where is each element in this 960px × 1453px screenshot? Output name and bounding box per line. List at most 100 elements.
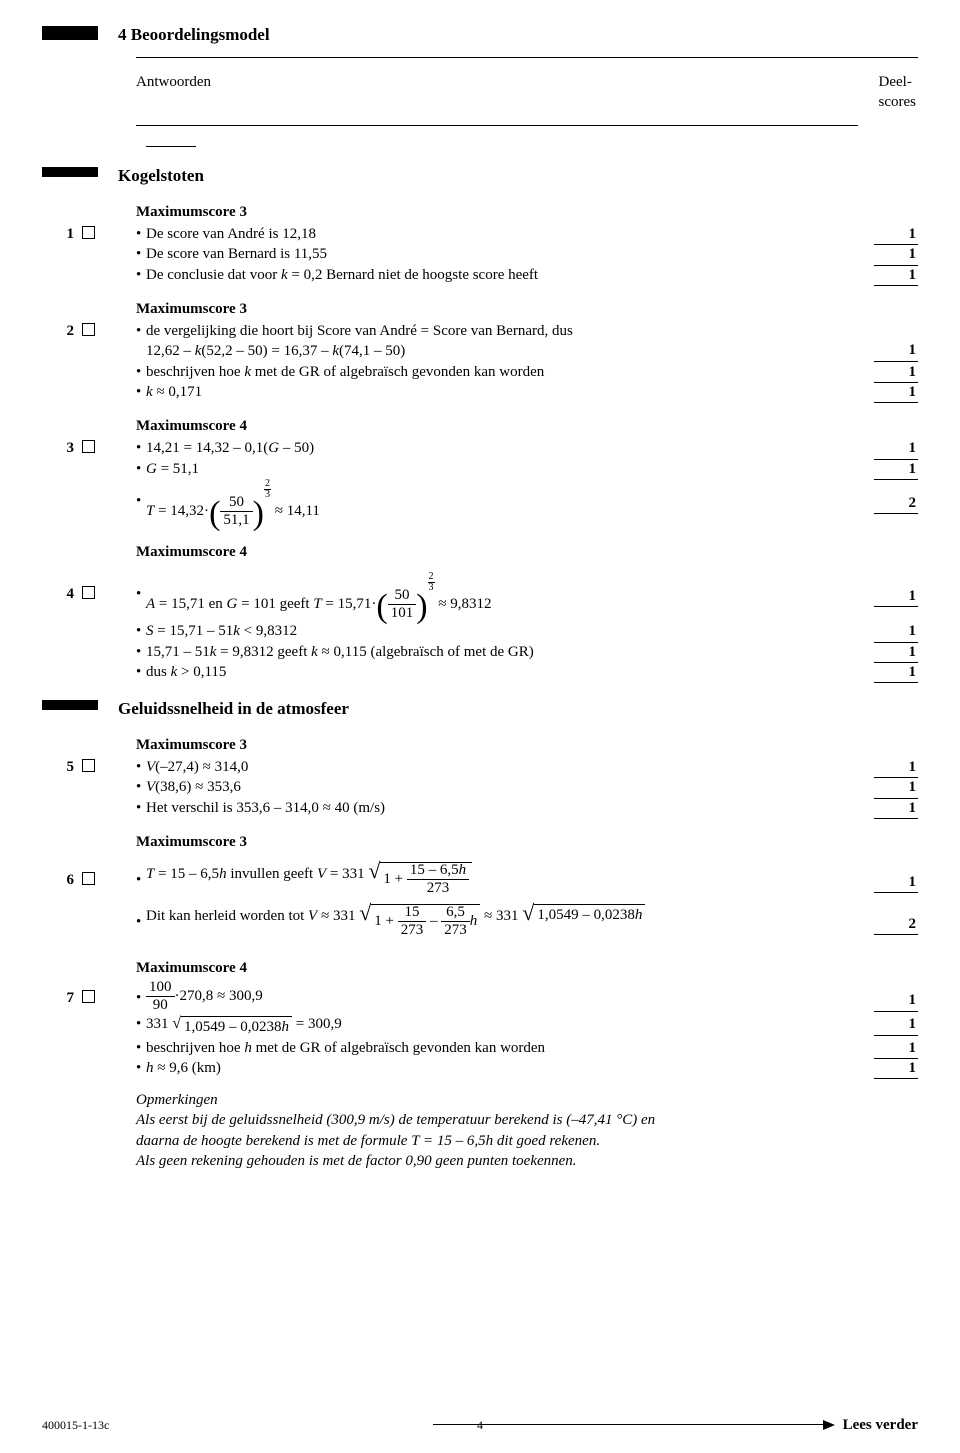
q1-p3: 1 <box>874 265 918 286</box>
q5-b2-v: V <box>146 779 155 795</box>
header-row: 4 Beoordelingsmodel <box>42 24 918 47</box>
q7-b2-text: 331 √1,0549 – 0,0238h = 300,9 <box>146 1014 918 1037</box>
opm-l2: daarna de hoogte berekend is met de form… <box>136 1131 918 1151</box>
footer-id: 400015-1-13c <box>42 1417 109 1433</box>
q7-b3-text: beschrijven hoe h met de GR of algebraïs… <box>146 1038 918 1058</box>
q7-opmerkingen: Opmerkingen Als eerst bij de geluidssnel… <box>136 1090 918 1171</box>
q6-b2: • Dit kan herleid worden tot V ≈ 331 √1 … <box>136 902 918 944</box>
q3-b3: • T = 14,32·(5051,1)23 ≈ 14,11 2 <box>136 479 918 528</box>
q4-b1-text: A = 15,71 en G = 101 geeft T = 15,71·(50… <box>146 572 918 621</box>
q4-b1-aa: = 15,71 en <box>155 596 226 612</box>
bullet-icon: • <box>136 438 146 458</box>
q7-b4-text: h ≈ 9,6 (km) <box>146 1058 918 1078</box>
q6-b2-r1m: – <box>426 913 441 929</box>
bullet-icon: • <box>136 1058 146 1078</box>
q2-b2-k: k <box>244 364 251 380</box>
q5-b1: • V(–27,4) ≈ 314,0 1 <box>136 757 918 777</box>
q6-b2-f1n: 15 <box>398 905 427 922</box>
q4-b1-T: T <box>313 596 321 612</box>
q3-b3-exp: 23 <box>264 479 271 500</box>
bullet-icon: • <box>136 642 146 662</box>
rule-under-right <box>146 146 196 147</box>
q2-b3-b: ≈ 0,171 <box>153 384 202 400</box>
bullet-icon: • <box>136 757 146 777</box>
q1-block: Maximumscore 3 1 • De score van André is… <box>136 202 918 285</box>
q5-item: 5 • V(–27,4) ≈ 314,0 1 • V(38,6) ≈ 353,6… <box>136 757 918 818</box>
q2-b2-text: beschrijven hoe k met de GR of algebraïs… <box>146 362 918 382</box>
col-deel: Deel- <box>879 74 912 90</box>
q7-b2-rad: 1,0549 – 0,0238 <box>184 1019 282 1035</box>
q4-b2-k: k <box>233 623 240 639</box>
bullet-icon: • <box>136 321 146 341</box>
section-marker <box>42 167 98 177</box>
q1-number: 1 <box>52 224 74 244</box>
q2-p1: 1 <box>874 340 918 361</box>
q6-b1-b: invullen geeft <box>227 866 317 882</box>
q7-b2-b: = 300,9 <box>296 1016 342 1032</box>
q7-b1: • 10090·270,8 ≈ 300,9 1 <box>136 980 918 1014</box>
col-antwoorden: Antwoorden <box>136 72 211 113</box>
q6-b2-r2: 1,0549 – 0,0238 <box>537 907 635 923</box>
q7-max: Maximumscore 4 <box>136 958 918 978</box>
q5-b3: • Het verschil is 353,6 – 314,0 ≈ 40 (m/… <box>136 798 918 818</box>
q6-b2-f2d: 273 <box>441 922 470 938</box>
q6-checkbox <box>82 872 95 885</box>
q5-b1-a: (–27,4) ≈ 314,0 <box>155 759 248 775</box>
q3-b3-eq: = 14,32· <box>154 503 209 519</box>
q7-b2-a: 331 <box>146 1016 169 1032</box>
q6-b1-c: = 331 <box>326 866 364 882</box>
q4-block: Maximumscore 4 4 • A = 15,71 en G = 101 … <box>136 542 918 682</box>
q1-b3-c: = 0,2 Bernard niet de hoogste score heef… <box>288 267 538 283</box>
q5-b2-a: (38,6) ≈ 353,6 <box>155 779 241 795</box>
q1-b2: • De score van Bernard is 11,55 1 <box>136 244 918 264</box>
bullet-icon: • <box>136 870 146 890</box>
q1-checkbox <box>82 226 95 239</box>
bullet-icon: • <box>136 621 146 641</box>
q1-b3-k: k <box>281 267 288 283</box>
bullet-icon: • <box>136 1014 146 1034</box>
q4-b3-a: 15,71 – 51 <box>146 644 210 660</box>
q6-b2-sqrt2: √1,0549 – 0,0238h <box>522 902 645 925</box>
q6-max: Maximumscore 3 <box>136 832 918 852</box>
bullet-icon: • <box>136 798 146 818</box>
q3-p1: 1 <box>874 438 918 459</box>
q5-number: 5 <box>52 757 74 777</box>
q4-b3-text: 15,71 – 51k = 9,8312 geeft k ≈ 0,115 (al… <box>146 642 918 662</box>
q7-b2-sqrt: √1,0549 – 0,0238h <box>172 1016 292 1037</box>
bullet-icon: • <box>136 244 146 264</box>
q4-b4: • dus k > 0,115 1 <box>136 662 918 682</box>
q6-b1-a: = 15 – 6,5 <box>154 866 219 882</box>
q4-b2-text: S = 15,71 – 51k < 9,8312 <box>146 621 918 641</box>
q4-b2-a: = 15,71 – 51 <box>154 623 234 639</box>
q5-p3: 1 <box>874 798 918 819</box>
q1-max: Maximumscore 3 <box>136 202 918 222</box>
q5-b2-text: V(38,6) ≈ 353,6 <box>146 777 918 797</box>
q7-b2: • 331 √1,0549 – 0,0238h = 300,9 1 <box>136 1014 918 1037</box>
q7-b4-h: h <box>146 1060 154 1076</box>
section-title: Kogelstoten <box>118 165 204 188</box>
q7-p4: 1 <box>874 1058 918 1079</box>
q7-p3: 1 <box>874 1038 918 1059</box>
q4-b1-fd: 101 <box>388 605 417 621</box>
q3-p2: 1 <box>874 459 918 480</box>
q7-b3-b: met de GR of algebraïsch gevonden kan wo… <box>252 1040 545 1056</box>
q7-b3-a: beschrijven hoe <box>146 1040 244 1056</box>
q3-checkbox <box>82 440 95 453</box>
q6-b2-f1d: 273 <box>398 922 427 938</box>
q4-b4-a: dus <box>146 664 171 680</box>
q6-b2-v: V <box>308 908 317 924</box>
q4-b1: • A = 15,71 en G = 101 geeft T = 15,71·(… <box>136 572 918 621</box>
q4-checkbox <box>82 586 95 599</box>
q3-b1-a: 14,21 = 14,32 – 0,1( <box>146 440 268 456</box>
q4-b2: • S = 15,71 – 51k < 9,8312 1 <box>136 621 918 641</box>
q3-b2-g: G <box>146 461 157 477</box>
q6-b1-rfd: 273 <box>407 880 469 896</box>
q7-b1-frac: 10090 <box>146 980 175 1013</box>
bullet-icon: • <box>136 912 146 932</box>
q7-b2-radh: h <box>282 1019 290 1035</box>
q7-number: 7 <box>52 988 74 1008</box>
q5-max: Maximumscore 3 <box>136 735 918 755</box>
q2-b1-bd: (74,1 – 50) <box>339 343 405 359</box>
rule-under-left <box>136 125 858 126</box>
q7-b3-h: h <box>244 1040 252 1056</box>
